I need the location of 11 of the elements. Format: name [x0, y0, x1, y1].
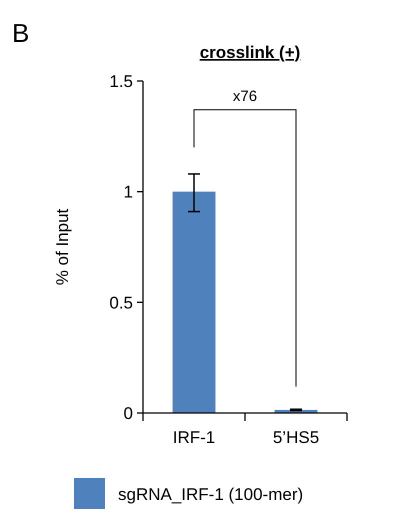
y-tick-label: 0 [124, 404, 133, 423]
y-tick-label: 1.5 [109, 72, 133, 91]
x-tick-label: IRF-1 [172, 428, 216, 447]
y-axis-title: % of Input [53, 208, 72, 286]
legend-label: sgRNA_IRF-1 (100-mer) [118, 484, 304, 504]
text: B [12, 18, 30, 48]
y-tick-label: 0.5 [109, 293, 133, 312]
annotation: x76 [232, 88, 258, 105]
chart-title: crosslink (+) [200, 43, 300, 62]
x-tick-label: 5’HS5 [272, 428, 320, 447]
y-tick-label: 1 [124, 182, 133, 202]
